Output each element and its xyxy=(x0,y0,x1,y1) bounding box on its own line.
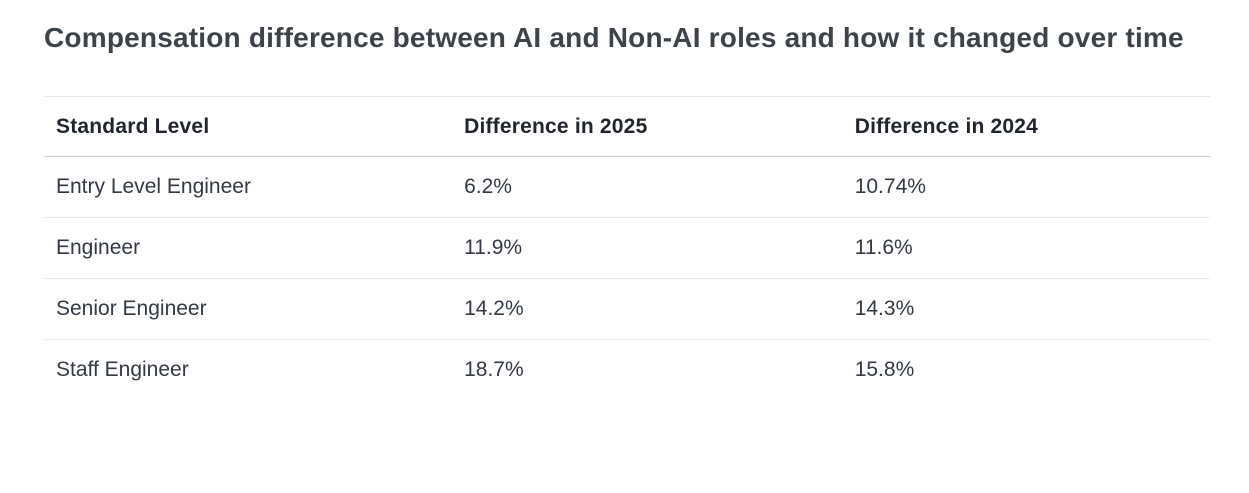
column-header-standard-level: Standard Level xyxy=(44,96,453,157)
table-row: Entry Level Engineer 6.2% 10.74% xyxy=(44,157,1210,218)
cell-level: Entry Level Engineer xyxy=(56,175,251,198)
table-header: Standard Level Difference in 2025 Differ… xyxy=(44,96,1210,157)
cell-diff-2025: 18.7% xyxy=(464,358,524,382)
cell-diff-2024: 14.3% xyxy=(854,297,915,320)
cell-level: Engineer xyxy=(56,236,141,259)
content-container: Compensation difference between AI and N… xyxy=(44,13,1210,401)
compensation-table: Standard Level Difference in 2025 Differ… xyxy=(44,96,1210,401)
cell-diff-2024: 10.74% xyxy=(854,175,926,198)
column-header-difference-2024: Difference in 2024 xyxy=(842,96,1210,157)
table-body: Entry Level Engineer 6.2% 10.74% Enginee… xyxy=(44,157,1210,401)
cell-diff-2025: 11.9% xyxy=(464,236,523,259)
column-header-difference-2025: Difference in 2025 xyxy=(452,96,843,157)
table-header-row: Standard Level Difference in 2025 Differ… xyxy=(44,96,1210,157)
page-title: Compensation difference between AI and N… xyxy=(44,22,1184,53)
cell-diff-2024: 11.6% xyxy=(854,236,913,259)
cell-diff-2025: 14.2% xyxy=(464,297,524,320)
table-row: Staff Engineer 18.7% 15.8% xyxy=(44,340,1210,401)
cell-diff-2024: 15.8% xyxy=(854,358,915,382)
table-row: Senior Engineer 14.2% 14.3% xyxy=(44,279,1210,340)
table-row: Engineer 11.9% 11.6% xyxy=(44,218,1210,279)
cell-level: Senior Engineer xyxy=(56,297,207,320)
cell-level: Staff Engineer xyxy=(56,358,189,382)
cell-diff-2025: 6.2% xyxy=(464,175,512,198)
